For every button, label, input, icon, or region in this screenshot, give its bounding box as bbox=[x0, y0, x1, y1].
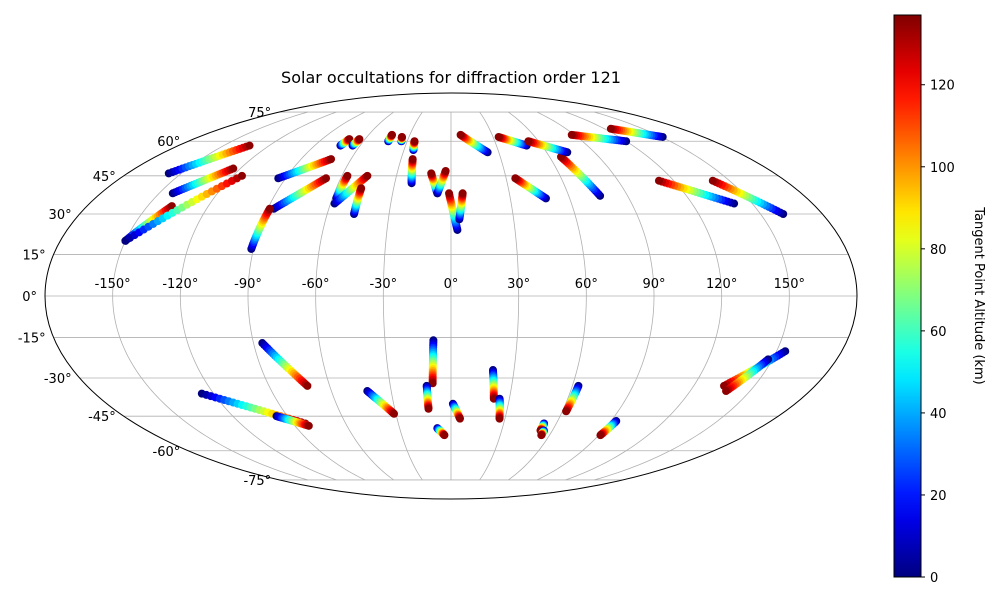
occultation-point bbox=[303, 381, 312, 390]
lat-tick-label: -45° bbox=[88, 410, 116, 425]
occultation-point bbox=[397, 132, 406, 141]
lon-tick-label: 150° bbox=[774, 277, 805, 292]
occultation-point bbox=[441, 166, 450, 175]
lon-tick-label: 0° bbox=[444, 277, 459, 292]
colorbar-tick-label: 100 bbox=[930, 161, 955, 176]
occultation-point bbox=[596, 431, 605, 440]
latitude-tick-labels: 75° 60° 45° 30° 15° 0° -15° -30° -45° -60° -75° bbox=[18, 106, 271, 489]
lon-tick-label: 60° bbox=[575, 277, 598, 292]
meridian-gridline bbox=[247, 111, 366, 481]
meridian-gridline bbox=[179, 111, 337, 481]
lat-tick-label: -60° bbox=[153, 445, 181, 460]
lat-tick-label: -30° bbox=[44, 372, 72, 387]
occultation-point bbox=[408, 155, 417, 164]
occultation-point bbox=[387, 130, 396, 139]
lon-tick-label: -150° bbox=[95, 277, 131, 292]
lat-tick-label: -75° bbox=[243, 474, 271, 489]
occultation-point bbox=[237, 171, 246, 180]
lat-tick-label: 60° bbox=[157, 135, 180, 150]
occultation-point bbox=[495, 414, 504, 423]
lon-tick-label: -60° bbox=[302, 277, 330, 292]
occultation-point bbox=[440, 431, 449, 440]
lat-tick-label: -15° bbox=[18, 332, 46, 347]
colorbar-ticks: 0 20 40 60 80 100 120 bbox=[921, 79, 955, 586]
meridian-gridline bbox=[594, 111, 790, 481]
occultation-point bbox=[229, 164, 238, 173]
occultation-point bbox=[456, 130, 465, 139]
occultation-point bbox=[390, 409, 399, 418]
lon-tick-label: -90° bbox=[234, 277, 262, 292]
occultation-point bbox=[511, 174, 520, 183]
meridian-gridline bbox=[382, 111, 423, 481]
lat-tick-label: 30° bbox=[49, 208, 72, 223]
occultation-point bbox=[455, 414, 464, 423]
lat-tick-label: 75° bbox=[248, 106, 271, 121]
colorbar-tick-label: 0 bbox=[930, 571, 938, 586]
lon-tick-label: -30° bbox=[369, 277, 397, 292]
occultation-point bbox=[343, 171, 352, 180]
colorbar-tick-label: 40 bbox=[930, 407, 947, 422]
lon-tick-label: 30° bbox=[507, 277, 530, 292]
occultation-point bbox=[537, 431, 546, 440]
lat-tick-label: 45° bbox=[93, 170, 116, 185]
colorbar-tick-label: 120 bbox=[930, 79, 955, 94]
occultation-point bbox=[654, 176, 663, 185]
occultation-point bbox=[410, 137, 419, 146]
occultation-point bbox=[265, 204, 274, 213]
occultation-point bbox=[567, 130, 576, 139]
lat-tick-label: 0° bbox=[22, 290, 37, 305]
colorbar-tick-label: 80 bbox=[930, 243, 947, 258]
occultation-point bbox=[245, 141, 254, 150]
occultation-point bbox=[458, 189, 467, 198]
meridian-gridline bbox=[315, 111, 394, 481]
occultation-point bbox=[445, 189, 454, 198]
occultation-point bbox=[722, 387, 731, 396]
occultation-point bbox=[494, 132, 503, 141]
occultation-point bbox=[427, 169, 436, 178]
lat-tick-label: 15° bbox=[23, 248, 46, 263]
map-outline bbox=[44, 92, 858, 500]
occultation-point bbox=[708, 176, 717, 185]
occultation-point bbox=[327, 155, 336, 164]
occultation-point bbox=[355, 135, 364, 144]
longitude-tick-labels: -150° -120° -90° -60° -30° 0° 30° 60° 90° 120° 150… bbox=[95, 277, 805, 292]
colorbar-tick-label: 60 bbox=[930, 325, 947, 340]
occultation-point bbox=[304, 421, 313, 430]
occultation-point bbox=[424, 404, 433, 413]
colorbar-label: Tangent Point Altitude (km) bbox=[971, 206, 986, 384]
occultation-point bbox=[562, 407, 571, 416]
lon-tick-label: 90° bbox=[642, 277, 665, 292]
meridian-gridline bbox=[508, 111, 587, 481]
lon-tick-label: 120° bbox=[706, 277, 737, 292]
occultation-point bbox=[363, 171, 372, 180]
meridian-gridline bbox=[565, 111, 723, 481]
meridian-gridline bbox=[479, 111, 520, 481]
colorbar bbox=[893, 14, 922, 578]
occultation-point bbox=[322, 174, 331, 183]
occultation-points bbox=[121, 124, 790, 440]
gridlines bbox=[45, 111, 857, 481]
occultation-point bbox=[345, 135, 354, 144]
occultation-point bbox=[357, 184, 366, 193]
occultation-point bbox=[524, 137, 533, 146]
occultation-point bbox=[606, 124, 615, 133]
lon-tick-label: -120° bbox=[162, 277, 198, 292]
colorbar-tick-label: 20 bbox=[930, 489, 947, 504]
chart-title: Solar occultations for diffraction order… bbox=[281, 68, 621, 87]
